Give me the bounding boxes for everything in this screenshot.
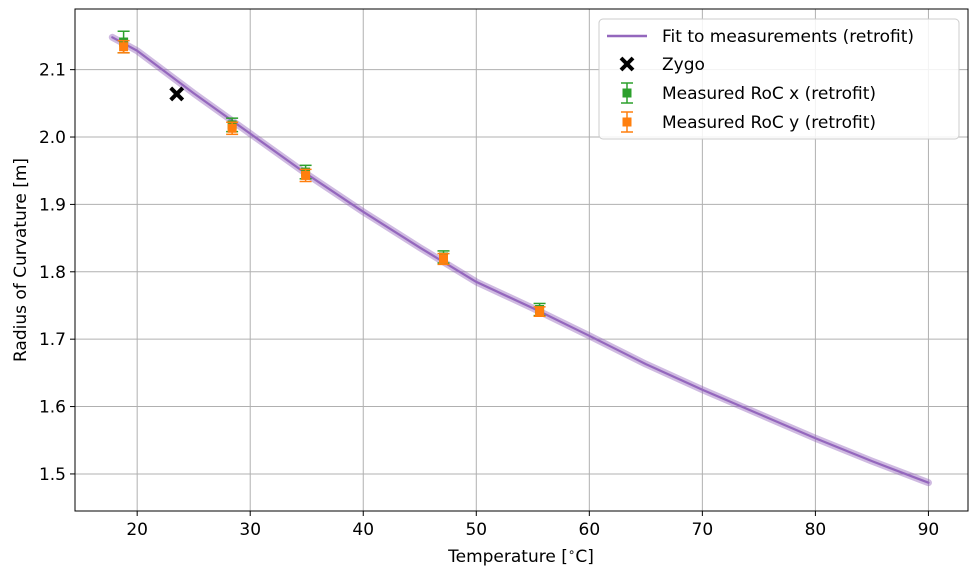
plot-frame: [74, 8, 969, 512]
data-point: [535, 307, 545, 317]
legend-box: [598, 18, 960, 140]
legend-label: Measured RoC x (retrofit): [662, 84, 876, 104]
zygo-point: [169, 86, 185, 102]
x-tick-label: 50: [465, 520, 487, 540]
marker-x-stroke: [169, 86, 185, 102]
y-ticks: 1.5 1.6 1.7 1.8 1.9 2.0 2.1: [39, 61, 75, 485]
x-tick-label: 60: [579, 520, 601, 540]
y-tick-label: 1.6: [39, 398, 66, 418]
x-tick-label: 70: [692, 520, 714, 540]
legend-label: Fit to measurements (retrofit): [662, 27, 914, 47]
x-tick-label: 90: [918, 520, 940, 540]
data-point: [622, 88, 632, 98]
measured-point: [117, 39, 130, 54]
fit-line: [111, 36, 930, 484]
y-axis-label: Radius of Curvature [m]: [11, 158, 31, 362]
measured-point: [437, 252, 450, 266]
legend-errorbar-handle: [621, 82, 633, 104]
series-layer: [108, 30, 932, 487]
legend-label: Measured RoC y (retrofit): [662, 113, 876, 133]
legend-errorbar-handle: [621, 111, 633, 133]
data-point: [119, 42, 129, 52]
measured-point: [299, 168, 312, 183]
data-point: [227, 123, 237, 133]
data-point: [301, 170, 311, 180]
x-tick-label: 80: [805, 520, 827, 540]
measured-point: [533, 306, 546, 318]
y-tick-label: 1.5: [39, 465, 66, 485]
legend-label: Zygo: [662, 55, 705, 75]
x-tick-label: 20: [126, 520, 148, 540]
data-point: [622, 117, 632, 127]
y-tick-label: 1.9: [39, 195, 66, 215]
y-tick-label: 2.1: [39, 61, 66, 81]
x-tick-label: 40: [352, 520, 374, 540]
y-tick-label: 1.7: [39, 330, 66, 350]
y-tick-label: 1.8: [39, 263, 66, 283]
y-tick-label: 2.0: [39, 128, 66, 148]
measured-point: [226, 121, 239, 136]
x-tick-label: 30: [239, 520, 261, 540]
legend: Fit to measurements (retrofit) Zygo Measur…: [598, 18, 960, 140]
x-axis-label: Temperature [∘C]: [447, 545, 594, 567]
data-point: [439, 254, 449, 264]
marker-x-stroke: [619, 56, 635, 72]
x-ticks: 20 30 40 50 60 70 80 90: [126, 511, 939, 540]
legend-x-handle: [619, 56, 635, 72]
